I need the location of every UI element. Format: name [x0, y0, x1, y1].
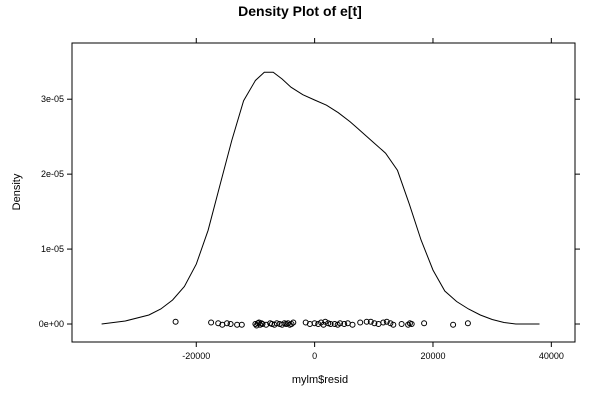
data-point: [371, 320, 378, 327]
data-point: [387, 320, 394, 327]
data-point: [172, 318, 179, 325]
data-point: [238, 321, 245, 328]
y-axis-label: Density: [11, 173, 23, 210]
data-point: [450, 321, 457, 328]
data-point: [288, 321, 295, 327]
x-tick-label: -20000: [182, 351, 210, 361]
data-point: [383, 318, 390, 325]
data-point: [259, 321, 266, 327]
data-point: [367, 318, 374, 325]
y-tick-label: 3e-05: [41, 94, 64, 104]
data-point: [363, 318, 370, 325]
x-axis-label: mylm$resid: [292, 374, 348, 386]
data-point: [398, 321, 405, 327]
data-point: [322, 318, 329, 325]
density-curve: [101, 71, 540, 325]
data-point: [421, 320, 428, 327]
y-tick-label: 2e-05: [41, 169, 64, 179]
data-point: [273, 320, 280, 327]
data-point: [227, 321, 234, 327]
y-axis: 0e+00 1e-05 2e-05 3e-05: [39, 94, 580, 329]
data-point: [337, 320, 344, 327]
data-point: [405, 321, 412, 328]
data-point: [341, 321, 348, 327]
data-point: [224, 320, 230, 327]
data-point: [311, 320, 318, 327]
x-tick-label: 0: [312, 351, 317, 361]
data-point: [464, 320, 471, 327]
rug-points: [172, 318, 471, 329]
chart-title: Density Plot of e[t]: [238, 3, 362, 19]
x-axis: -20000 0 20000 40000: [182, 38, 564, 361]
data-point: [390, 321, 397, 328]
data-point: [408, 321, 415, 327]
data-point: [357, 319, 364, 326]
data-point: [380, 319, 387, 326]
data-point: [290, 319, 297, 326]
y-tick-label: 1e-05: [41, 244, 64, 254]
y-tick-label: 0e+00: [39, 319, 64, 329]
x-tick-label: 40000: [539, 351, 564, 361]
plot-frame: [71, 42, 576, 343]
data-point: [327, 321, 334, 327]
x-tick-label: 20000: [420, 351, 445, 361]
data-point: [208, 319, 215, 326]
data-point: [349, 321, 356, 328]
